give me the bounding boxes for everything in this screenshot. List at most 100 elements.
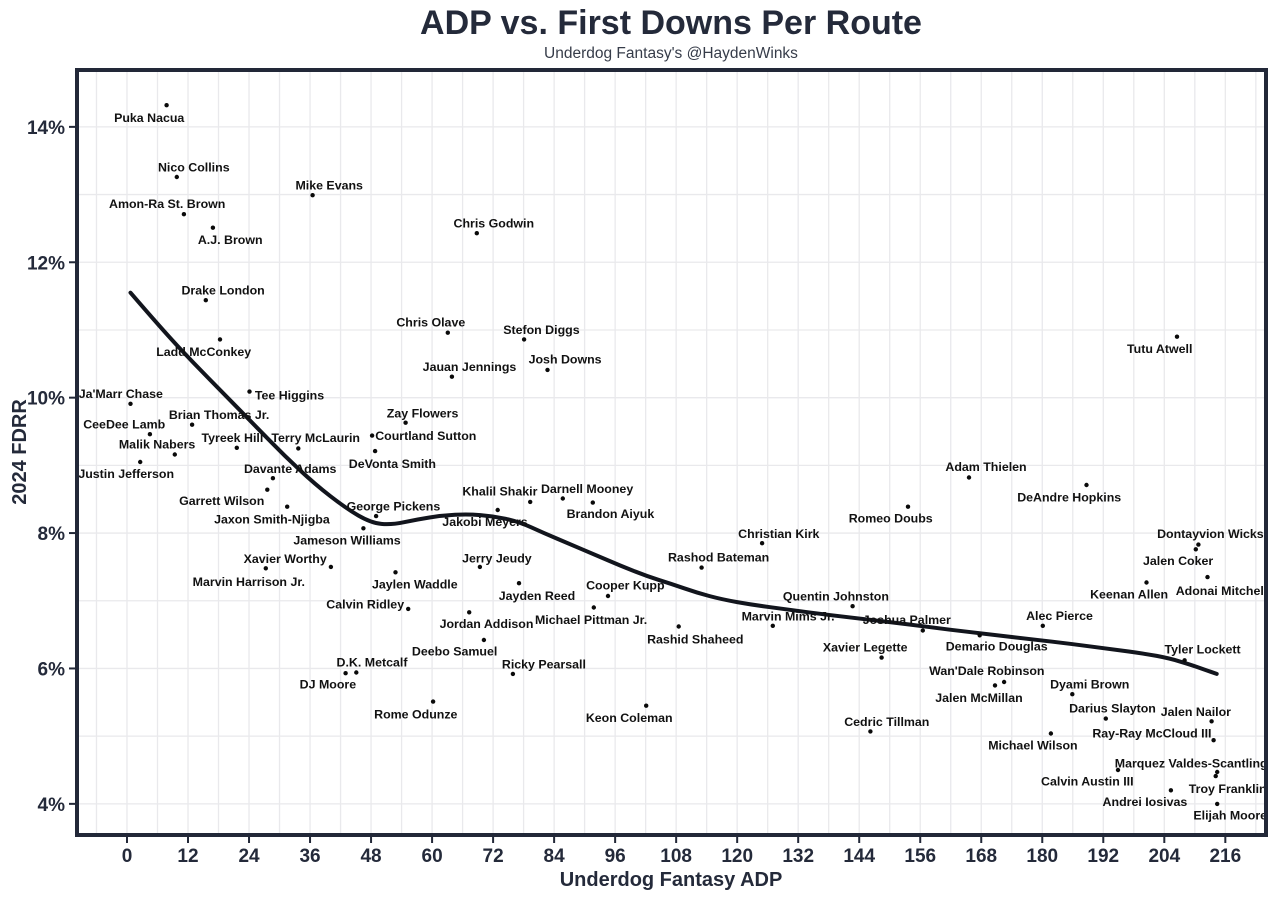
player-label: Courtland Sutton	[375, 429, 476, 443]
player-label: Rashid Shaheed	[647, 632, 743, 646]
player-dot	[1103, 716, 1109, 721]
player-label: Michael Wilson	[988, 739, 1077, 753]
player-label: Jordan Addison	[440, 617, 534, 631]
x-tick-label: 216	[1209, 846, 1241, 867]
player-label: Jalen Nailor	[1161, 705, 1231, 719]
player-dot	[521, 337, 527, 342]
player-dot	[1070, 692, 1075, 697]
player-dot	[992, 683, 998, 688]
player-dot	[590, 500, 595, 505]
x-tick-label: 12	[177, 846, 198, 867]
player-label: Elijah Moore	[1193, 809, 1267, 823]
player-dot	[1182, 658, 1187, 663]
player-dot	[481, 637, 487, 643]
player-dot	[372, 448, 378, 454]
player-dot	[265, 487, 270, 492]
player-label: Adam Thielen	[945, 460, 1026, 474]
y-tick-label: 14%	[27, 118, 65, 139]
player-label: Joshua Palmer	[863, 613, 951, 627]
player-label: Tyler Lockett	[1164, 642, 1240, 656]
player-dot	[210, 225, 216, 230]
player-dot	[449, 374, 455, 379]
trend-line	[128, 290, 1219, 676]
chart-subtitle: Underdog Fantasy's @HaydenWinks	[544, 45, 798, 62]
player-label: Puka Nacua	[114, 111, 184, 125]
player-label: Michael Pittman Jr.	[535, 613, 647, 627]
x-tick-label: 24	[238, 846, 260, 867]
y-axis-title: 2024 FDRR	[9, 399, 31, 505]
player-label: Calvin Austin III	[1041, 774, 1133, 788]
y-tick-label: 6%	[38, 659, 66, 680]
player-dot	[560, 496, 565, 501]
x-tick-label: 204	[1148, 846, 1180, 867]
x-tick-label: 84	[544, 846, 566, 867]
player-dot	[1048, 731, 1054, 736]
player-label: Deebo Samuel	[412, 644, 497, 658]
player-dot	[1193, 547, 1199, 552]
player-label: Quentin Johnston	[783, 590, 889, 604]
player-label: Wan'Dale Robinson	[929, 664, 1044, 678]
player-label: Nico Collins	[158, 160, 230, 174]
player-label: Rome Odunze	[374, 707, 457, 721]
label-layer: Ja'Marr Chase Justin Jefferson CeeDee Lamb…	[78, 111, 1267, 823]
player-dot	[128, 401, 133, 406]
player-dot	[328, 564, 334, 570]
player-label: Darnell Mooney	[541, 482, 633, 496]
x-tick-label: 120	[721, 846, 753, 867]
x-tick-label: 180	[1026, 846, 1058, 867]
player-label: D.K. Metcalf	[337, 655, 409, 669]
player-label: Zay Flowers	[387, 406, 459, 420]
player-dot	[247, 389, 252, 394]
player-dot	[285, 504, 290, 509]
player-label: Justin Jefferson	[78, 467, 174, 481]
player-dot	[406, 606, 411, 612]
player-label: Andrei Iosivas	[1103, 795, 1188, 809]
player-label: Jerry Jeudy	[462, 552, 532, 566]
player-dot	[1084, 482, 1089, 488]
player-label: Stefon Diggs	[503, 323, 580, 337]
player-dot	[920, 628, 925, 633]
player-dot	[977, 633, 982, 638]
player-dot	[1211, 738, 1216, 743]
player-dot	[1115, 767, 1121, 773]
player-label: Jalen McMillan	[935, 691, 1022, 705]
player-label: Tee Higgins	[255, 389, 324, 403]
player-label: Keenan Allen	[1090, 587, 1168, 601]
player-label: Tutu Atwell	[1127, 342, 1192, 356]
player-dot	[850, 604, 855, 609]
player-dot	[676, 624, 681, 629]
player-dot	[605, 593, 611, 599]
player-dot	[868, 729, 873, 734]
x-tick-label: 36	[299, 846, 320, 867]
player-label: Darius Slayton	[1069, 701, 1156, 715]
y-tick-label: 8%	[38, 524, 66, 545]
player-dot	[1213, 773, 1218, 779]
plot-border	[75, 68, 1268, 837]
player-label: Adonai Mitchell	[1176, 584, 1268, 598]
player-label: DJ Moore	[300, 678, 357, 692]
x-tick-label: 96	[605, 846, 626, 867]
player-label: Jameson Williams	[293, 533, 400, 547]
player-dot	[310, 193, 315, 198]
trend-layer	[128, 290, 1219, 676]
player-label: Keon Coleman	[586, 711, 673, 725]
player-dot	[1215, 801, 1220, 807]
y-tick-label: 10%	[27, 389, 65, 410]
y-tick-label: 4%	[38, 795, 66, 816]
player-dot	[545, 367, 550, 373]
player-dot	[495, 507, 500, 513]
player-dot	[1001, 679, 1007, 685]
player-label: CeeDee Lamb	[83, 417, 165, 431]
player-label: Josh Downs	[529, 353, 602, 367]
player-label: Jakobi Meyers	[442, 515, 528, 529]
player-dot	[361, 526, 366, 531]
player-label: Xavier Legette	[823, 640, 908, 654]
player-label: Dyami Brown	[1050, 677, 1129, 691]
player-dot	[510, 671, 516, 677]
player-dot	[591, 605, 596, 610]
x-tick-label: 192	[1087, 846, 1119, 867]
player-dot	[263, 566, 268, 571]
player-dot	[217, 337, 223, 342]
